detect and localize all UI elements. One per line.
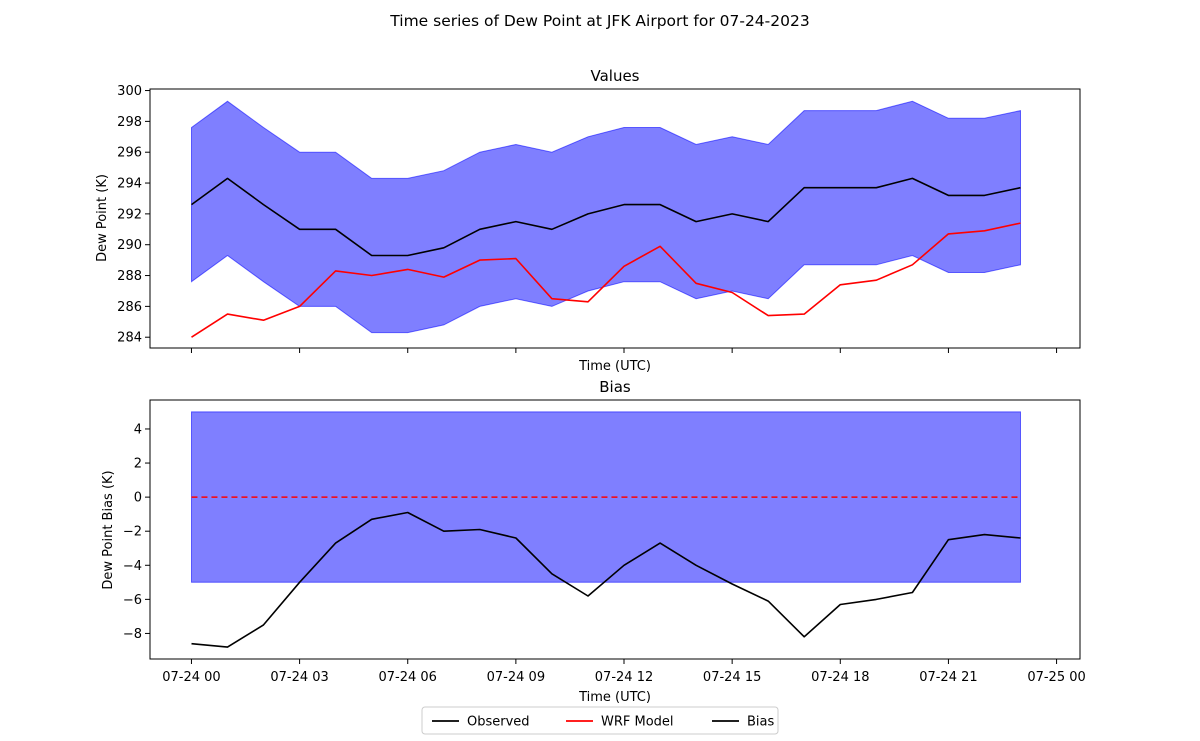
legend: Observed WRF Model Bias	[421, 706, 779, 735]
x-tick-label: 07-24 15	[703, 670, 761, 685]
bias-y-axis-label: Dew Point Bias (K)	[101, 470, 116, 589]
bias-x-axis-label: Time (UTC)	[578, 690, 651, 705]
x-tick-label: 07-24 09	[487, 670, 545, 685]
bias-plot-frame	[149, 399, 1081, 660]
y-tick-label: −2	[123, 525, 142, 540]
bias-series-line	[191, 511, 1021, 648]
wrf-model-series-line	[191, 222, 1021, 338]
observed-series-line	[191, 177, 1021, 257]
legend-label: Bias	[747, 715, 774, 730]
values-series-lines	[191, 177, 1021, 338]
y-tick-label: 294	[117, 177, 142, 192]
x-tick-label: 07-25 00	[1027, 670, 1085, 685]
y-tick-label: 290	[117, 238, 142, 253]
values-uncertainty-band	[191, 100, 1021, 334]
y-tick-label: 300	[117, 84, 142, 99]
legend-frame	[421, 706, 779, 735]
y-tick-label: −8	[123, 627, 142, 642]
y-tick-label: 4	[134, 422, 142, 437]
values-x-axis	[190, 348, 1058, 353]
values-x-axis-label: Time (UTC)	[578, 359, 651, 374]
y-tick-label: −6	[123, 593, 142, 608]
values-plot-frame	[149, 88, 1081, 349]
bias-y-axis: −8 −6 −4 −2 0 2 4	[123, 422, 150, 642]
y-tick-label: 0	[134, 491, 142, 506]
y-tick-label: 288	[117, 269, 142, 284]
y-tick-label: 284	[117, 331, 142, 346]
legend-label: Observed	[467, 715, 530, 730]
x-tick-label: 07-24 03	[270, 670, 328, 685]
x-tick-label: 07-24 12	[595, 670, 653, 685]
values-panel-title: Values	[590, 67, 639, 85]
x-tick-label: 07-24 06	[379, 670, 437, 685]
bias-x-axis: 07-24 00 07-24 03 07-24 06 07-24 09 07-24 12…	[162, 659, 1086, 685]
legend-label: WRF Model	[601, 715, 674, 730]
y-tick-label: 298	[117, 115, 142, 130]
y-tick-label: 292	[117, 207, 142, 222]
values-band-area	[191, 100, 1021, 334]
y-tick-label: 286	[117, 300, 142, 315]
x-tick-label: 07-24 00	[162, 670, 220, 685]
y-tick-label: 296	[117, 146, 142, 161]
bias-series-lines	[191, 511, 1021, 648]
bias-panel-title: Bias	[599, 378, 631, 396]
figure-suptitle: Time series of Dew Point at JFK Airport …	[389, 12, 809, 30]
x-tick-label: 07-24 18	[811, 670, 869, 685]
values-y-axis-label: Dew Point (K)	[95, 174, 110, 262]
values-y-axis: 284 286 288 290 292 294 296 298 300	[117, 84, 150, 346]
y-tick-label: −4	[123, 559, 142, 574]
x-tick-label: 07-24 21	[919, 670, 977, 685]
values-panel: Values 284 286 288 290 292 294 296 298 300 Time …	[95, 67, 1081, 374]
y-tick-label: 2	[134, 457, 142, 472]
